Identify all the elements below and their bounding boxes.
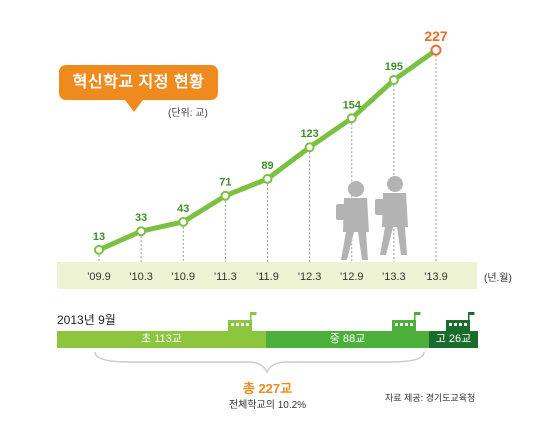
x-tick-label: '12.3 (298, 271, 322, 283)
segment-elementary: 초 113교 (57, 331, 266, 348)
student-silhouette-icon (375, 176, 408, 255)
data-label: 89 (261, 160, 273, 172)
segment-middle: 중 88교 (266, 331, 429, 348)
school-building-icon (446, 312, 475, 331)
x-tick-label: '11.9 (256, 271, 279, 283)
x-tick-label: '13.3 (382, 271, 406, 283)
data-point (136, 226, 147, 237)
data-label: 154 (343, 99, 362, 111)
total-subtext: 전체학교의 10.2% (228, 400, 307, 411)
data-point (220, 190, 231, 201)
data-label: 43 (177, 203, 189, 215)
data-point (346, 113, 357, 124)
data-label: 227 (424, 28, 448, 44)
source-credit: 자료 제공: 경기도교육청 (385, 393, 476, 403)
data-point (262, 173, 273, 184)
data-label: 123 (300, 128, 318, 140)
data-point (94, 244, 104, 255)
school-building-icon (228, 312, 257, 331)
unit-label: (단위: 교) (168, 108, 208, 119)
x-tick-label: '10.3 (129, 271, 153, 283)
school-building-icon (392, 312, 421, 331)
data-label: 33 (135, 212, 147, 224)
total-brace (94, 351, 425, 374)
x-tick-label: '10.9 (171, 271, 195, 283)
chart-title: 혁신학교 지정 현황 (59, 65, 218, 112)
segment-high: 고 26교 (429, 331, 478, 348)
data-point (178, 216, 189, 227)
data-point (304, 142, 315, 153)
data-label: 71 (219, 177, 231, 189)
breakdown-label: 2013년 9월 (57, 313, 116, 327)
data-point (430, 44, 442, 56)
data-label: 195 (385, 61, 403, 73)
data-point (388, 75, 399, 85)
student-silhouette-icon (336, 181, 369, 260)
x-tick-label: '13.9 (424, 271, 448, 283)
x-axis-band (57, 262, 477, 289)
x-tick-label: '12.9 (340, 271, 364, 283)
total-label: 총 227교 (242, 381, 293, 396)
data-label: 13 (93, 231, 105, 243)
x-tick-label: '09.9 (87, 271, 111, 283)
x-tick-label: '11.3 (214, 271, 237, 283)
x-axis-unit: (년.월) (484, 273, 512, 284)
